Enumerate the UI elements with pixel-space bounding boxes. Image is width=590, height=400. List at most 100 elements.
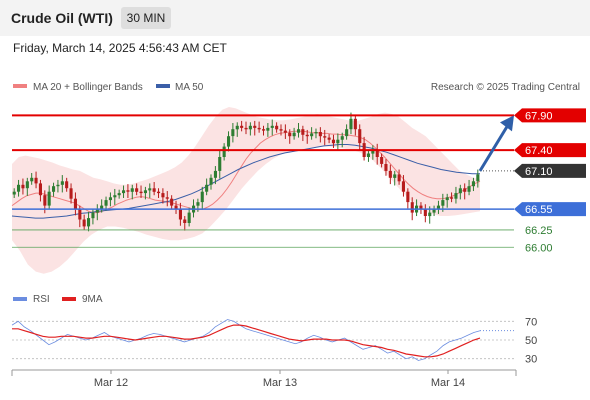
rsi-line — [11, 319, 481, 361]
candle-body — [445, 197, 449, 201]
candle-body — [397, 174, 401, 182]
candle-body — [384, 164, 388, 171]
candle-body — [270, 125, 274, 128]
candle-body — [240, 125, 244, 128]
candle-body — [371, 150, 375, 154]
candle-body — [91, 212, 95, 219]
candle-body — [253, 125, 257, 128]
candle-body — [227, 136, 231, 147]
candle-body — [100, 205, 104, 210]
candle-body — [117, 193, 121, 196]
candle-body — [126, 190, 130, 192]
current-price-tag — [514, 163, 586, 178]
candle-body — [393, 174, 397, 178]
candle-body — [200, 191, 204, 203]
candle-body — [152, 188, 156, 192]
candle-body — [135, 188, 139, 192]
resistance-label-tag — [514, 108, 586, 123]
candle-body — [428, 212, 432, 217]
candle-body — [419, 205, 423, 210]
support-label: 66.55 — [525, 204, 553, 216]
credit-text: Research © 2025 Trading Central — [431, 82, 580, 93]
candle-body — [95, 209, 99, 213]
candle-body — [244, 127, 248, 130]
rsi-tick-label: 70 — [525, 316, 537, 328]
header-bar: Crude Oil (WTI) 30 MIN — [0, 0, 590, 36]
candle-body — [104, 200, 108, 206]
x-tick-label: Mar 13 — [263, 377, 297, 389]
candle-body — [34, 177, 38, 184]
candle-body — [301, 129, 305, 135]
candle-body — [209, 177, 213, 185]
target-label: 66.25 — [525, 225, 553, 237]
candle-body — [441, 200, 445, 206]
candle-body — [113, 195, 117, 198]
candle-body — [12, 191, 16, 195]
candle-body — [73, 198, 77, 210]
candle-body — [143, 190, 147, 194]
candle-body — [358, 129, 362, 144]
rsi-panel: 70 50 30 — [11, 316, 537, 366]
x-tick-label: Mar 14 — [431, 377, 465, 389]
candle-body — [205, 184, 209, 192]
candle-body — [275, 125, 279, 130]
candle-body — [292, 132, 296, 137]
moving-averages — [11, 130, 481, 219]
candle-body — [380, 157, 384, 164]
candle-body — [17, 184, 21, 192]
candle-body — [366, 153, 370, 157]
candle-body — [410, 202, 414, 213]
candle-body — [279, 129, 283, 131]
candle-body — [262, 129, 266, 131]
ma20-line — [11, 130, 481, 214]
ma50-legend-label: MA 50 — [175, 82, 204, 93]
candle-body — [122, 190, 126, 194]
ma20-legend-swatch — [13, 84, 27, 88]
candle-body — [458, 188, 462, 194]
candle-body — [52, 186, 56, 192]
resistance-label: 67.40 — [525, 145, 553, 157]
candle-body — [297, 129, 301, 133]
timestamp: Friday, March 14, 2025 4:56:43 AM CET — [13, 41, 227, 55]
candle-body — [331, 139, 335, 144]
candle-body — [375, 150, 379, 157]
candle-body — [471, 181, 475, 187]
rsi-ma-line — [12, 324, 481, 358]
candle-body — [314, 132, 318, 134]
candle-body — [157, 191, 161, 194]
forecast-arrow-line — [478, 122, 511, 172]
candle-body — [345, 129, 349, 137]
candle-body — [178, 209, 182, 220]
candle-body — [310, 133, 314, 137]
candle-body — [30, 177, 34, 182]
instrument-title: Crude Oil (WTI) — [11, 10, 113, 26]
candle-body — [165, 197, 169, 199]
rsi-ma-legend-label: 9MA — [82, 294, 103, 305]
candle-body — [283, 130, 287, 133]
candle-body — [183, 219, 187, 223]
candle-body — [139, 191, 143, 194]
candle-body — [406, 191, 410, 203]
candles — [12, 112, 480, 232]
candle-body — [231, 129, 235, 137]
candle-body — [349, 118, 353, 130]
candle-body — [130, 188, 134, 192]
rsi-legend-swatch — [13, 297, 27, 301]
candle-body — [25, 181, 29, 189]
rsi-ma-legend-swatch — [62, 297, 76, 301]
candle-body — [60, 181, 64, 185]
candle-body — [463, 188, 467, 192]
ma50-legend-swatch — [156, 84, 170, 88]
candle-body — [148, 188, 152, 191]
candle-body — [43, 195, 47, 206]
candle-body — [82, 219, 86, 227]
resistance-label: 67.90 — [525, 110, 553, 122]
candle-body — [436, 205, 440, 210]
timeframe-button[interactable]: 30 MIN — [121, 7, 171, 29]
candle-body — [454, 193, 458, 199]
ma20-legend-label: MA 20 + Bollinger Bands — [33, 82, 143, 93]
current-price-label: 67.10 — [525, 166, 553, 178]
candle-body — [69, 188, 73, 199]
candle-body — [87, 218, 91, 227]
candle-body — [288, 132, 292, 137]
